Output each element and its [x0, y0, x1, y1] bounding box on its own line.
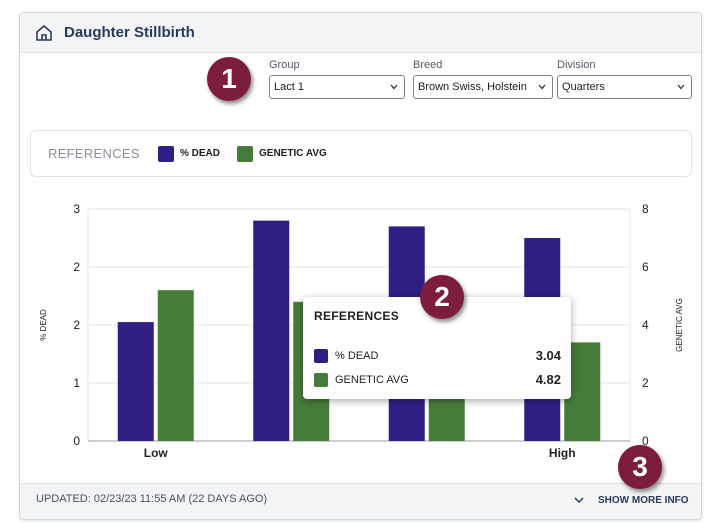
show-more-info-link[interactable]: SHOW MORE INFO [598, 495, 689, 506]
card-footer: UPDATED: 02/23/23 11:55 AM (22 DAYS AGO)… [20, 483, 701, 519]
bar-genetic-avg [157, 290, 194, 441]
breed-filter: Breed Brown Swiss, Holstein [413, 59, 553, 99]
card-title: Daughter Stillbirth [64, 24, 195, 41]
left-tick-label: 2 [73, 318, 80, 332]
right-tick-label: 6 [642, 260, 649, 274]
updated-timestamp: UPDATED: 02/23/23 11:55 AM (22 DAYS AGO) [36, 493, 268, 505]
card-header: Daughter Stillbirth [20, 13, 701, 53]
stillbirth-chart: 0 0 1 2 2 4 2 6 3 8 % DEAD GENETIC AVG Low High [39, 202, 684, 460]
dead-legend-label: % DEAD [180, 148, 221, 159]
x-tick-label: Low [144, 446, 169, 460]
callout-badge-3: 3 [618, 445, 662, 489]
tooltip-dead-value: 3.04 [535, 348, 561, 363]
genetic-swatch [237, 146, 253, 162]
references-title: REFERENCES [48, 146, 140, 161]
bar-dead [253, 220, 290, 441]
left-axis-label: % DEAD [39, 309, 48, 341]
right-tick-label: 0 [642, 434, 649, 448]
group-value: Lact 1 [274, 81, 304, 93]
tooltip-title: REFERENCES [314, 309, 400, 323]
right-axis-label: GENETIC AVG [675, 298, 684, 352]
group-select[interactable]: Lact 1 [269, 75, 405, 99]
chart-tooltip: REFERENCES % DEAD 3.04 GENETIC AVG 4.82 [303, 297, 571, 399]
right-tick-label: 8 [642, 202, 649, 216]
division-value: Quarters [562, 81, 605, 93]
home-icon[interactable] [34, 23, 54, 43]
dead-swatch [158, 146, 174, 162]
chevron-down-icon [538, 84, 546, 90]
tooltip-dead-label: % DEAD [335, 350, 379, 362]
genetic-legend-label: GENETIC AVG [259, 148, 327, 159]
group-label: Group [269, 59, 300, 71]
division-label: Division [557, 59, 596, 71]
tooltip-dead-swatch [314, 349, 328, 363]
right-tick-label: 2 [642, 376, 649, 390]
left-tick-label: 3 [73, 202, 80, 216]
left-tick-label: 0 [73, 434, 80, 448]
callout-badge-2: 2 [420, 275, 464, 319]
chevron-down-icon [390, 84, 398, 90]
stillbirth-card: Daughter Stillbirth Group Lact 1 Breed B… [19, 12, 702, 520]
callout-badge-1: 1 [207, 57, 251, 101]
references-legend: REFERENCES % DEAD GENETIC AVG [30, 130, 692, 177]
left-tick-label: 2 [73, 260, 80, 274]
chevron-down-icon[interactable] [574, 497, 584, 504]
breed-value: Brown Swiss, Holstein [418, 81, 527, 93]
division-filter: Division Quarters [557, 59, 692, 99]
tooltip-genetic-label: GENETIC AVG [335, 374, 409, 386]
left-tick-label: 1 [73, 376, 80, 390]
chevron-down-icon [677, 84, 685, 90]
right-tick-label: 4 [642, 318, 649, 332]
tooltip-genetic-swatch [314, 373, 328, 387]
tooltip-genetic-value: 4.82 [535, 372, 561, 387]
breed-label: Breed [413, 59, 443, 71]
breed-select[interactable]: Brown Swiss, Holstein [413, 75, 553, 99]
division-select[interactable]: Quarters [557, 75, 692, 99]
group-filter: Group Lact 1 [269, 59, 405, 99]
bar-dead [117, 322, 154, 441]
x-tick-label: High [549, 446, 576, 460]
